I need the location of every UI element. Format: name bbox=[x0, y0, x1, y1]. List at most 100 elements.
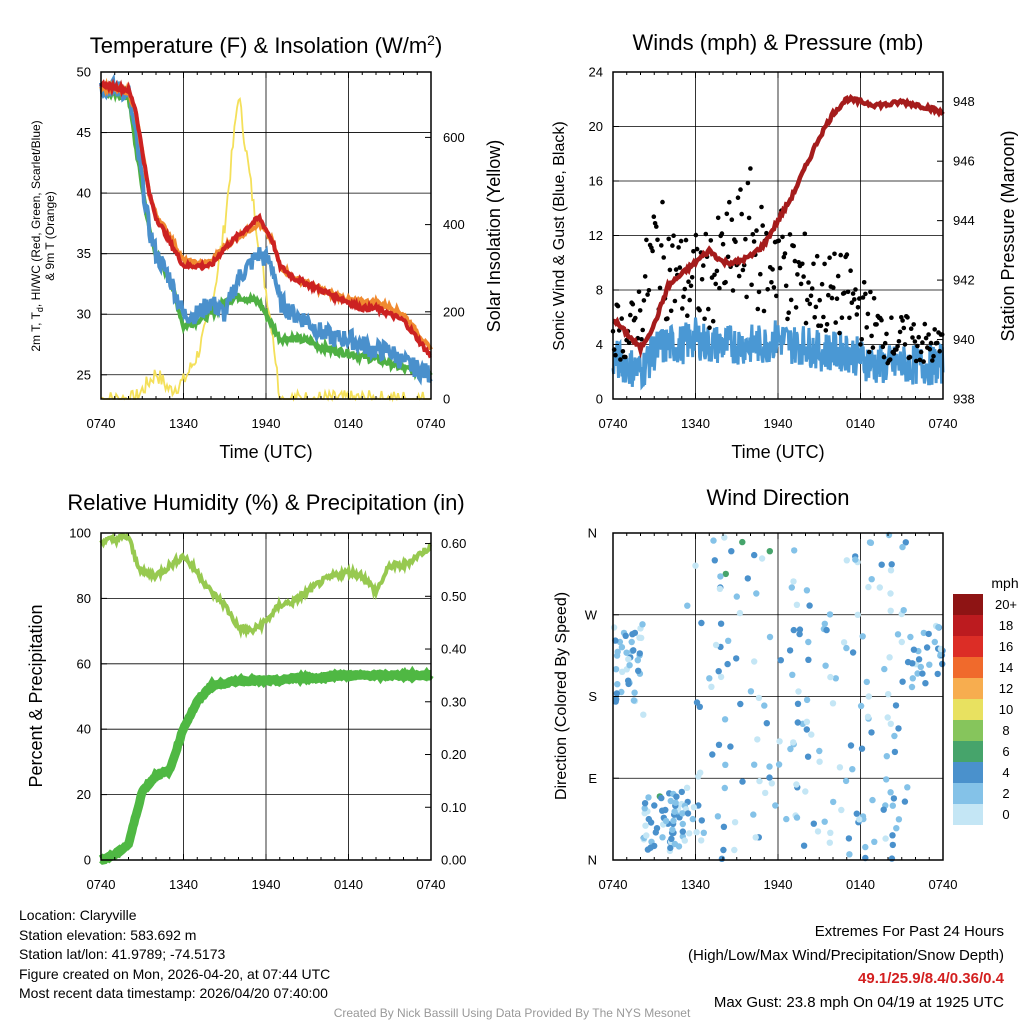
gust-point bbox=[920, 340, 925, 345]
gust-point bbox=[916, 334, 921, 340]
direction-point bbox=[710, 537, 717, 544]
direction-point bbox=[684, 602, 691, 609]
gust-point bbox=[829, 295, 835, 301]
y2-tick-label: 0.60 bbox=[441, 536, 466, 551]
direction-point bbox=[673, 793, 680, 800]
gust-point bbox=[678, 238, 684, 244]
pressure-line bbox=[612, 93, 945, 359]
gust-point bbox=[741, 262, 747, 268]
x-tick-label: 1340 bbox=[681, 877, 710, 892]
direction-point bbox=[777, 657, 784, 664]
gust-point bbox=[915, 343, 920, 349]
legend-swatch bbox=[953, 657, 983, 678]
gust-point bbox=[686, 279, 691, 285]
direction-point bbox=[871, 838, 878, 845]
gust-point bbox=[689, 275, 695, 280]
max-gust: Max Gust: 23.8 mph On 04/19 at 1925 UTC bbox=[713, 993, 1004, 1011]
station-info: Location: Claryville Station elevation: … bbox=[19, 906, 330, 1004]
direction-point bbox=[622, 632, 629, 639]
y-tick-label: 12 bbox=[589, 228, 603, 243]
direction-point bbox=[917, 663, 924, 671]
station-location: Location: Claryville bbox=[19, 907, 137, 923]
gust-point bbox=[780, 234, 785, 240]
wind-ylabel: Sonic Wind & Gust (Blue, Black) bbox=[551, 121, 568, 350]
gust-point bbox=[619, 316, 624, 321]
direction-point bbox=[847, 742, 855, 749]
direction-point bbox=[920, 629, 927, 637]
gust-point bbox=[671, 233, 676, 238]
gust-point bbox=[880, 344, 886, 350]
direction-point bbox=[630, 697, 638, 704]
gust-point bbox=[793, 305, 799, 310]
direction-point bbox=[652, 829, 659, 836]
direction-point bbox=[697, 769, 704, 776]
direction-point bbox=[763, 720, 770, 727]
direction-point bbox=[787, 745, 794, 753]
y2-tick-label: 0 bbox=[443, 392, 450, 407]
gust-point bbox=[905, 315, 910, 320]
y-tick-label: 25 bbox=[77, 367, 91, 382]
gust-point bbox=[723, 279, 728, 285]
direction-point bbox=[766, 633, 774, 641]
x-tick-label: 1340 bbox=[169, 877, 198, 892]
y2-tick-label: 938 bbox=[953, 392, 975, 407]
humidity-axis-ticks: 0740 1340 1940 0140 0740 0 20 40 60 80 100 0.00 0.10… bbox=[69, 526, 466, 893]
direction-point bbox=[669, 826, 676, 833]
gust-point bbox=[708, 238, 714, 243]
gust-point bbox=[864, 325, 869, 330]
y-tick-label: 4 bbox=[596, 337, 603, 352]
gust-point bbox=[907, 354, 913, 360]
direction-point bbox=[876, 584, 883, 591]
gust-point bbox=[758, 271, 763, 277]
direction-point bbox=[826, 611, 834, 618]
direction-point bbox=[890, 795, 898, 802]
direction-point bbox=[715, 741, 723, 748]
temperature-ylabel: 2m T, Td, HI/WC (Red, Green, Scarlet/Blu… bbox=[29, 120, 57, 351]
direction-point bbox=[800, 842, 808, 849]
gust-point bbox=[750, 232, 756, 237]
direction-point bbox=[884, 714, 891, 721]
legend-label: 12 bbox=[999, 681, 1013, 696]
direction-point bbox=[683, 784, 691, 791]
direction-point bbox=[698, 817, 705, 824]
y-tick-label: 20 bbox=[589, 119, 603, 134]
gust-point bbox=[681, 294, 686, 300]
gust-point bbox=[651, 214, 657, 219]
legend-label: 8 bbox=[1002, 723, 1009, 738]
direction-point bbox=[776, 738, 783, 745]
y2-tick-label: 0.00 bbox=[441, 853, 466, 868]
gust-point bbox=[912, 339, 918, 344]
y-tick-label: 100 bbox=[69, 526, 91, 541]
gust-point bbox=[808, 293, 814, 299]
gust-point bbox=[811, 261, 816, 267]
direction-point bbox=[635, 667, 642, 674]
y-tick-label: 0 bbox=[84, 853, 91, 868]
direction-point bbox=[814, 828, 822, 835]
direction-point bbox=[794, 719, 801, 726]
direction-point bbox=[786, 647, 794, 654]
legend-swatch bbox=[953, 594, 983, 615]
direction-point bbox=[722, 761, 729, 768]
direction-point bbox=[895, 816, 903, 823]
direction-point bbox=[721, 534, 728, 541]
direction-point bbox=[725, 637, 732, 644]
legend-swatch bbox=[953, 720, 983, 741]
gust-point bbox=[900, 318, 905, 323]
direction-point bbox=[768, 780, 775, 787]
direction-point bbox=[902, 539, 909, 546]
gust-point bbox=[644, 237, 649, 243]
temp-2m-line bbox=[99, 78, 432, 359]
gust-point bbox=[682, 286, 688, 292]
gust-point bbox=[660, 199, 665, 205]
direction-point bbox=[915, 656, 923, 663]
extremes-values: 49.1/25.9/8.4/0.36/0.4 bbox=[858, 970, 1004, 987]
direction-point bbox=[752, 834, 759, 841]
gust-point bbox=[854, 312, 860, 317]
direction-point bbox=[712, 641, 720, 649]
direction-point bbox=[634, 657, 641, 664]
y-tick-label: 40 bbox=[77, 722, 91, 737]
gust-point bbox=[620, 349, 626, 354]
direction-point bbox=[668, 835, 675, 842]
direction-point bbox=[827, 829, 834, 836]
gust-point bbox=[680, 306, 685, 311]
